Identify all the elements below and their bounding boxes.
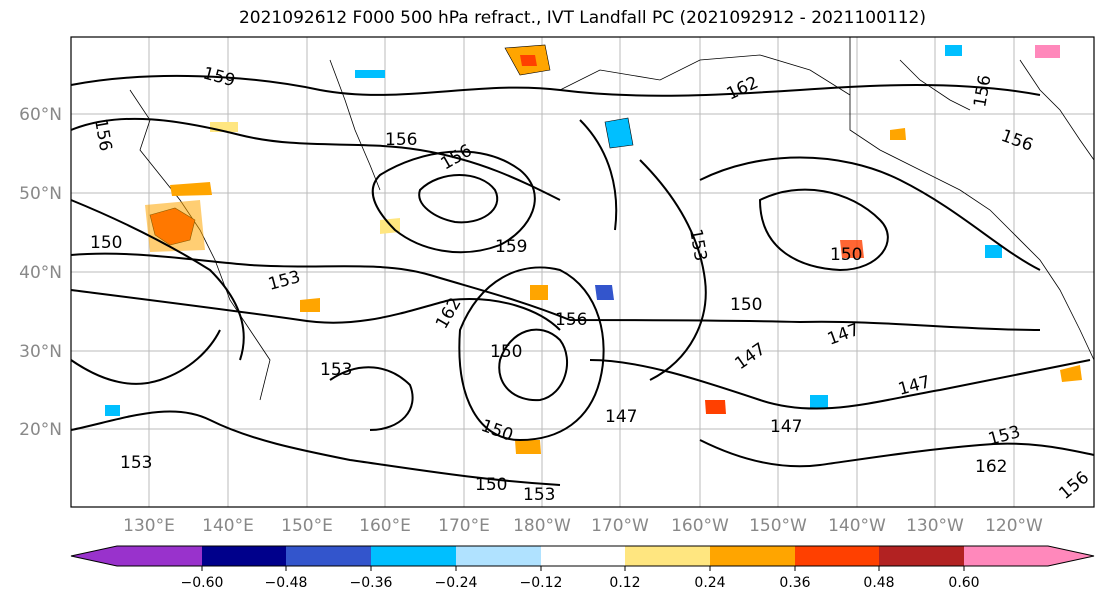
contour-label: 162 (975, 457, 1007, 477)
contour-label: 147 (605, 407, 637, 427)
contour-label: 156 (555, 310, 587, 330)
lon-label: 140°E (202, 516, 254, 536)
colorbar-segment (71, 546, 202, 566)
colorbar-segment (795, 546, 879, 566)
contour-label: 150 (90, 233, 122, 253)
colorbar: −0.60 −0.48 −0.36 −0.24 −0.12 0.12 0.24 … (70, 545, 1095, 591)
colorbar-segment (202, 546, 286, 566)
contour-labels: 159 156 156 150 153 156 159 162 150 153 … (90, 64, 1093, 505)
contour-label: 147 (770, 417, 802, 437)
map-title: 2021092612 F000 500 hPa refract., IVT La… (238, 8, 926, 28)
colorbar-tick-label: −0.48 (265, 575, 308, 591)
contour-label: 150 (730, 295, 762, 315)
lon-label: 130°W (906, 516, 964, 536)
lon-label: 120°W (985, 516, 1043, 536)
map-frame (70, 36, 1095, 508)
colorbar-tick-label: 0.36 (779, 575, 810, 591)
colorbar-segment (964, 546, 1094, 566)
contour-label: 153 (523, 485, 555, 505)
colorbar-tick-label: 0.12 (609, 575, 640, 591)
lon-label: 170°W (591, 516, 649, 536)
contour-label: 150 (490, 342, 522, 362)
colorbar-segment (710, 546, 795, 566)
lon-label: 130°E (123, 516, 175, 536)
contour-label: 153 (320, 360, 352, 380)
colorbar-tick-label: 0.48 (863, 575, 894, 591)
contour-label: 159 (495, 237, 527, 257)
colorbar-tick-label: −0.24 (435, 575, 478, 591)
lon-label: 140°W (828, 516, 886, 536)
colorbar-segment (541, 546, 625, 566)
colorbar-outline (70, 545, 1095, 567)
lon-label: 150°E (281, 516, 333, 536)
height-contours (70, 74, 1095, 486)
lat-label-40n: 40°N (19, 263, 62, 283)
colorbar-segment (879, 546, 964, 566)
colorbar-tick-label: 0.60 (948, 575, 979, 591)
lat-label-50n: 50°N (19, 184, 62, 204)
colorbar-segment (371, 546, 456, 566)
lon-label: 160°W (671, 516, 729, 536)
lon-label: 160°E (359, 516, 411, 536)
contour-label: 156 (385, 130, 417, 150)
colorbar-segment (625, 546, 710, 566)
colorbar-segment (286, 546, 371, 566)
shaded-anomalies (105, 44, 1082, 454)
colorbar-tick-label: −0.36 (350, 575, 393, 591)
contour-label: 150 (830, 245, 862, 265)
lat-label-60n: 60°N (19, 105, 62, 125)
lat-label-30n: 30°N (19, 342, 62, 362)
contour-label: 150 (475, 475, 507, 495)
lon-label: 150°W (749, 516, 807, 536)
colorbar-tick-label: 0.24 (694, 575, 725, 591)
contour-label: 153 (120, 453, 152, 473)
colorbar-tick-label: −0.12 (520, 575, 563, 591)
lon-labels: 130°E 140°E 150°E 160°E 170°E 180°W 170°… (123, 516, 1043, 536)
lon-label: 170°E (438, 516, 490, 536)
colorbar-segment (456, 546, 541, 566)
coastlines (129, 37, 1095, 401)
lon-label: 180°W (513, 516, 571, 536)
lat-labels: 60°N 50°N 40°N 30°N 20°N (19, 105, 62, 440)
lat-label-20n: 20°N (19, 420, 62, 440)
colorbar-tick-label: −0.60 (181, 575, 224, 591)
